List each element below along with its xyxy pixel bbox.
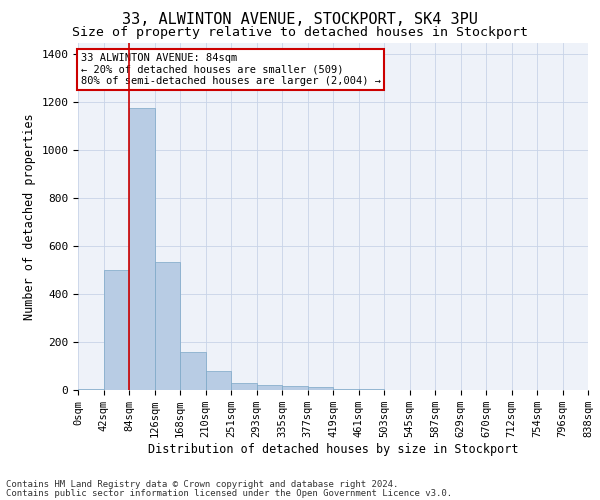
Text: Contains public sector information licensed under the Open Government Licence v3: Contains public sector information licen… [6,488,452,498]
Bar [129,108,155,390]
Bar [231,383,257,390]
Bar [257,384,282,390]
Bar [282,386,308,390]
Bar [205,371,231,390]
Text: 33, ALWINTON AVENUE, STOCKPORT, SK4 3PU: 33, ALWINTON AVENUE, STOCKPORT, SK4 3PU [122,12,478,28]
Bar [333,389,359,390]
X-axis label: Distribution of detached houses by size in Stockport: Distribution of detached houses by size … [148,443,518,456]
Bar [78,389,104,390]
Text: Contains HM Land Registry data © Crown copyright and database right 2024.: Contains HM Land Registry data © Crown c… [6,480,398,489]
Bar [180,352,205,390]
Bar [104,270,129,390]
Bar [308,387,333,390]
Text: 33 ALWINTON AVENUE: 84sqm
← 20% of detached houses are smaller (509)
80% of semi: 33 ALWINTON AVENUE: 84sqm ← 20% of detac… [80,53,380,86]
Bar [155,262,180,390]
Y-axis label: Number of detached properties: Number of detached properties [23,113,36,320]
Text: Size of property relative to detached houses in Stockport: Size of property relative to detached ho… [72,26,528,39]
